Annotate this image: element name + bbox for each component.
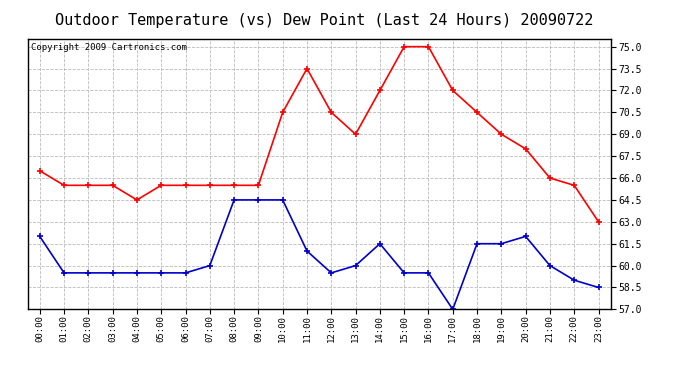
Text: Outdoor Temperature (vs) Dew Point (Last 24 Hours) 20090722: Outdoor Temperature (vs) Dew Point (Last… [55, 13, 593, 28]
Text: Copyright 2009 Cartronics.com: Copyright 2009 Cartronics.com [30, 44, 186, 52]
